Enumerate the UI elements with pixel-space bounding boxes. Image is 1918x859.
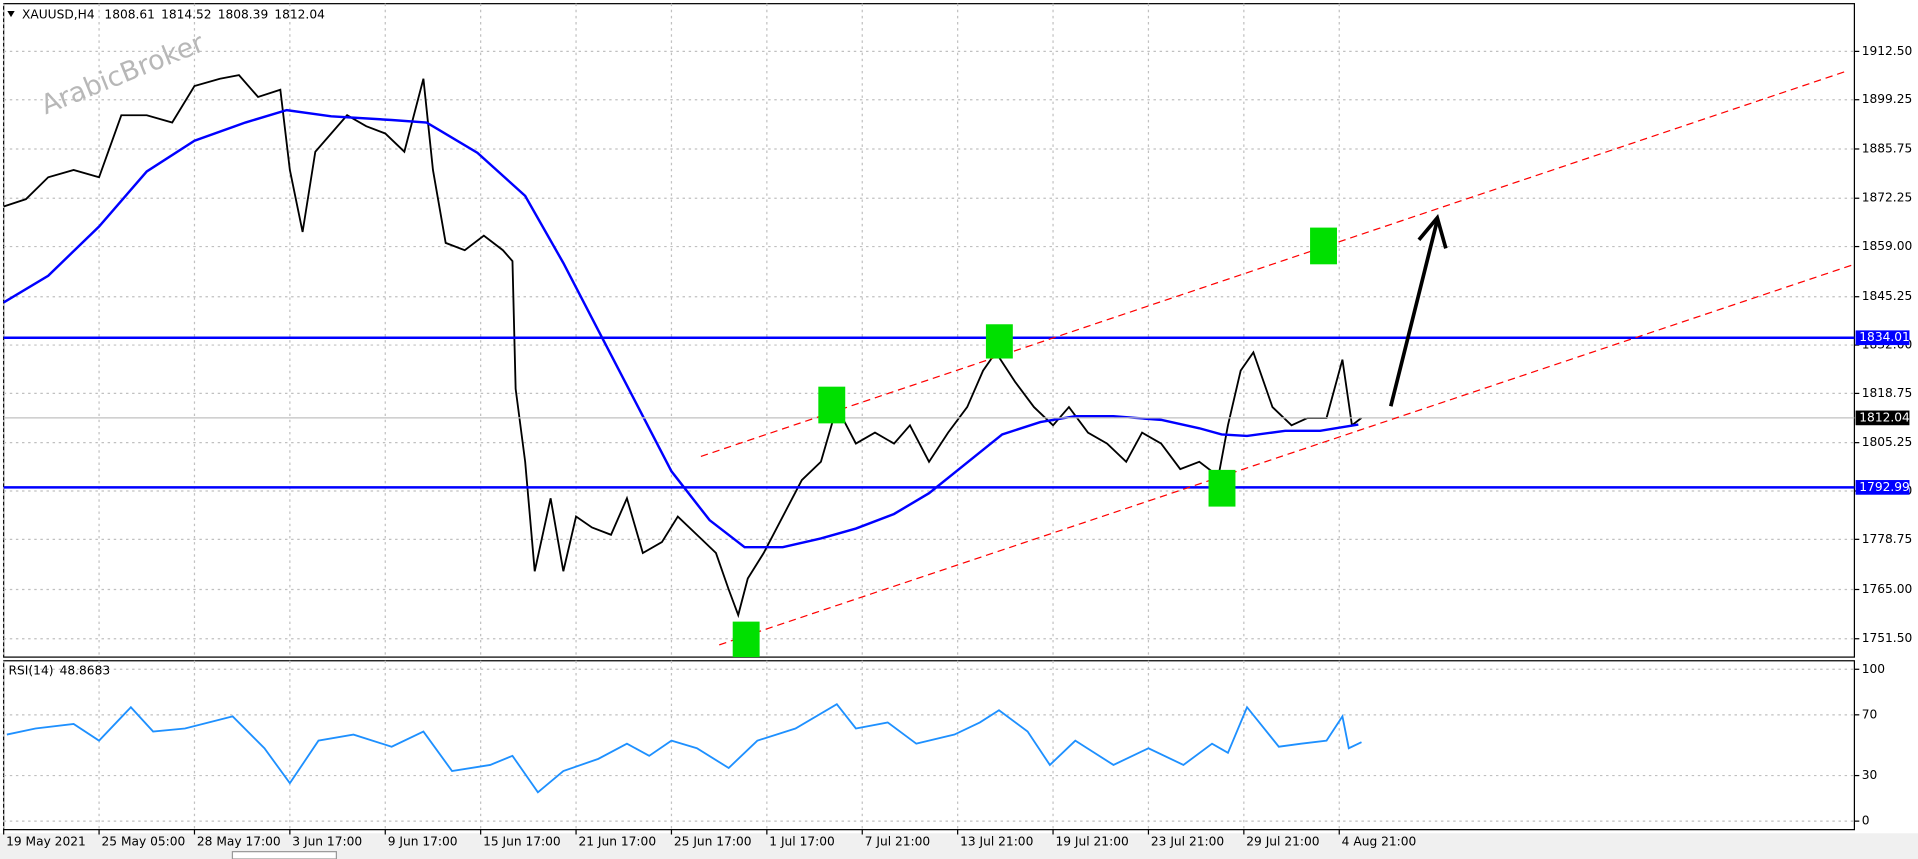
series-line: [3, 74, 1363, 619]
y-tick-label: 100: [1862, 662, 1885, 676]
menu-icon[interactable]: [7, 11, 15, 18]
price-level-label: 1834.01: [1859, 330, 1910, 344]
y-tick-label: 1805.25: [1862, 435, 1913, 449]
x-tick-label: 19 Jul 21:00: [1055, 834, 1128, 848]
arrow: [1389, 219, 1440, 407]
marker: [985, 324, 1013, 359]
chart-header: XAUUSD,H4 1808.61 1814.52 1808.39 1812.04: [22, 7, 325, 21]
marker: [818, 386, 846, 424]
y-tick-label: 1845.25: [1862, 289, 1913, 303]
rsi-header: RSI(14) 48.8683: [9, 663, 111, 677]
y-tick-label: 1885.75: [1862, 141, 1913, 155]
x-tick-label: 3 Jun 17:00: [292, 834, 362, 848]
series-line: [6, 702, 1362, 794]
price-level-label: 1812.04: [1859, 410, 1910, 424]
x-tick-label: 25 Jun 17:00: [674, 834, 752, 848]
y-tick-label: 30: [1862, 768, 1878, 782]
tab[interactable]: [231, 851, 337, 859]
x-tick-label: 19 May 2021: [6, 834, 86, 848]
plot-layer: 1912.50 1899.25 1885.75 1872.25 1859.00 1845.…: [3, 3, 1913, 848]
y-tick-label: 1778.75: [1862, 532, 1913, 546]
x-tick-label: 25 May 05:00: [102, 834, 186, 848]
marker: [1208, 469, 1236, 507]
y-tick-label: 1859.00: [1862, 239, 1913, 253]
marker: [1310, 227, 1337, 265]
y-tick-label: 1818.75: [1862, 386, 1913, 400]
open: 1808.61: [104, 7, 155, 21]
y-tick-label: 1912.50: [1862, 44, 1913, 58]
symbol: XAUUSD,H4: [22, 7, 95, 21]
x-tick-label: 4 Aug 21:00: [1342, 834, 1417, 848]
y-tick-label: 1872.25: [1862, 191, 1913, 205]
x-tick-label: 9 Jun 17:00: [388, 834, 458, 848]
high: 1814.52: [161, 7, 212, 21]
y-tick-label: 1765.00: [1862, 582, 1913, 596]
x-tick-label: 29 Jul 21:00: [1246, 834, 1319, 848]
drawings: [700, 70, 1855, 658]
x-tick-label: 28 May 17:00: [197, 834, 281, 848]
price-level-label: 1792.99: [1859, 480, 1910, 494]
series-line: [3, 108, 1359, 549]
price-level-box: [1855, 330, 1910, 346]
rsi-frame: [3, 660, 1856, 831]
indicator-value: 48.8683: [60, 663, 111, 677]
y-tick-label: 70: [1862, 707, 1878, 721]
x-tick-label: 1 Jul 17:00: [769, 834, 834, 848]
channel-lower: [719, 263, 1855, 646]
x-tick-label: 21 Jun 17:00: [579, 834, 657, 848]
close: 1812.04: [274, 7, 325, 21]
channel-upper: [700, 70, 1848, 458]
price-level-box: [1855, 410, 1910, 426]
x-tick-label: 13 Jul 21:00: [960, 834, 1033, 848]
low: 1808.39: [218, 7, 269, 21]
price-level-box: [1855, 480, 1910, 495]
y-tick-label: 1751.50: [1862, 631, 1913, 645]
x-tick-label: 15 Jun 17:00: [483, 834, 561, 848]
indicator: RSI(14): [9, 663, 54, 677]
x-tick-label: 23 Jul 21:00: [1151, 834, 1224, 848]
y-tick-label: 0: [1862, 814, 1870, 828]
x-tick-label: 7 Jul 21:00: [865, 834, 930, 848]
arrow-head: [1417, 213, 1448, 249]
marker: [732, 621, 760, 658]
y-tick-label: 1899.25: [1862, 92, 1913, 106]
